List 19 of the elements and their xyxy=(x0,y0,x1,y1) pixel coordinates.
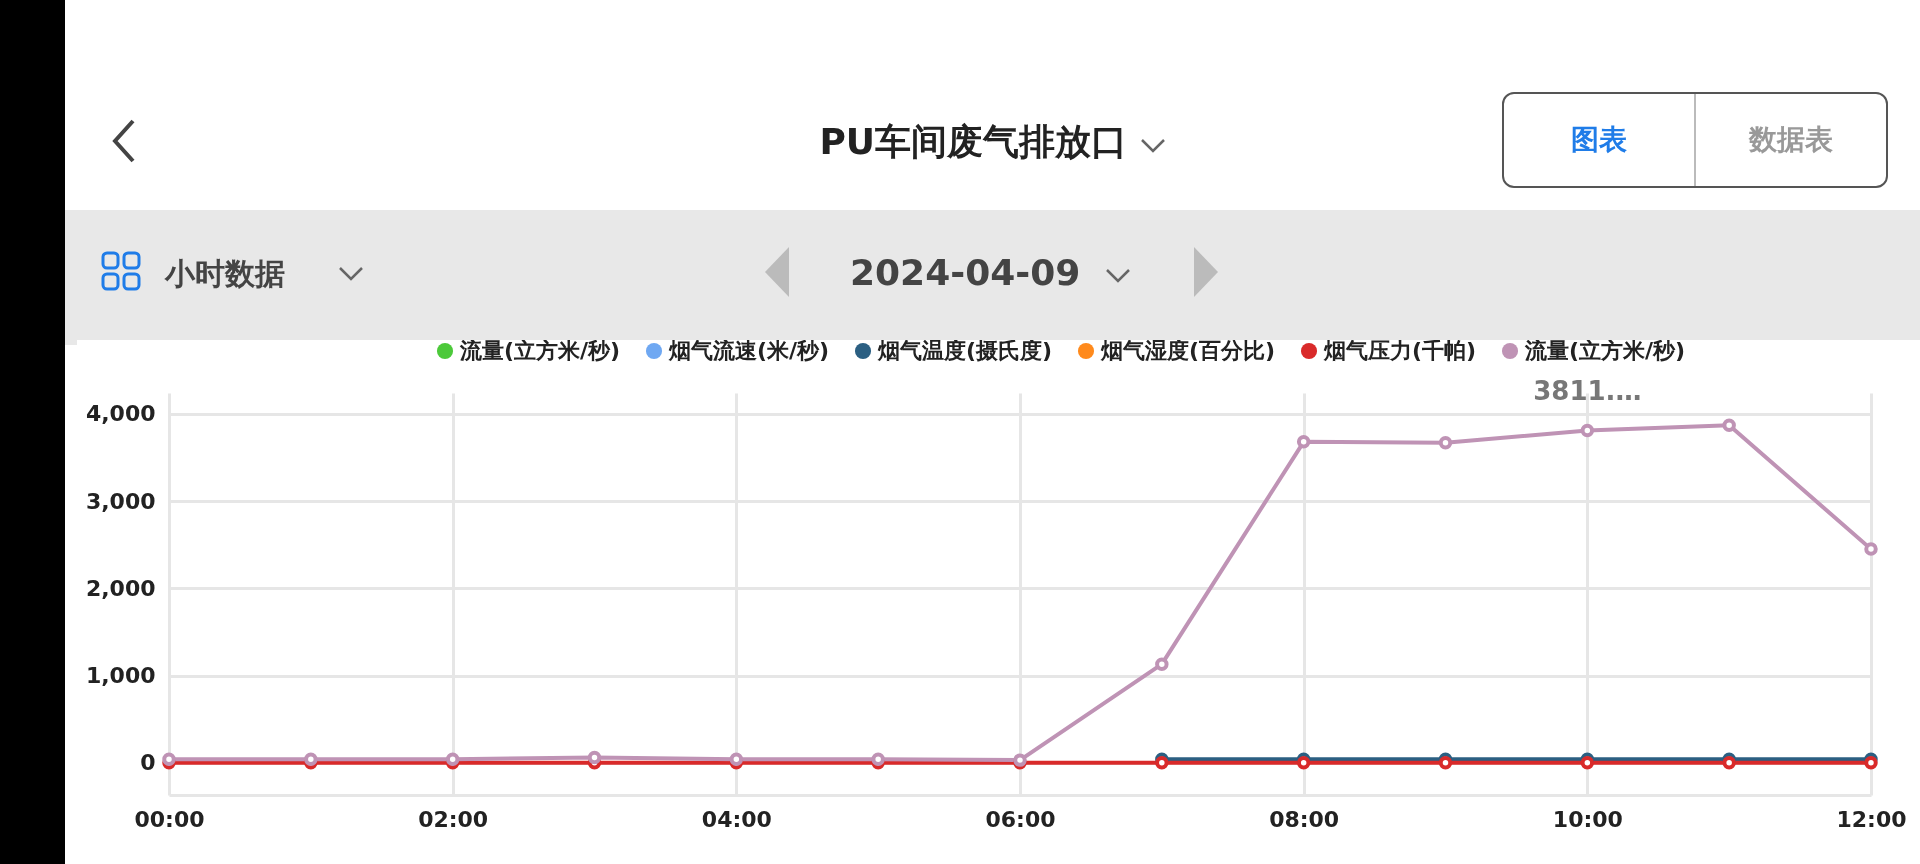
y-tick-label: 3,000 xyxy=(85,488,156,514)
text: 小时数据 xyxy=(165,255,285,293)
text: 数据表 xyxy=(1747,122,1834,158)
chart-title: PU车间废气排放口 xyxy=(819,121,1128,162)
y-tick-label: 4,000 xyxy=(85,401,156,427)
y-tick-label: 0 xyxy=(140,750,156,776)
x-tick-label: 08:00 xyxy=(1269,806,1340,832)
chart-subtitle: 2024-04-09 xyxy=(850,252,1081,293)
x-tick-label: 12:00 xyxy=(1836,806,1907,832)
y-tick-label: 1,000 xyxy=(85,663,156,689)
legend-label: 烟气压力(千帕) xyxy=(1323,338,1477,363)
y-tick-label: 2,000 xyxy=(85,575,156,601)
text: 图表 xyxy=(1504,94,1696,186)
annotation: 3811.… xyxy=(1533,376,1642,407)
x-tick-label: 04:00 xyxy=(701,806,772,832)
x-tick-label: 00:00 xyxy=(134,806,205,832)
x-tick-label: 10:00 xyxy=(1552,806,1623,832)
x-tick-label: 02:00 xyxy=(418,806,489,832)
x-tick-label: 06:00 xyxy=(985,806,1056,832)
